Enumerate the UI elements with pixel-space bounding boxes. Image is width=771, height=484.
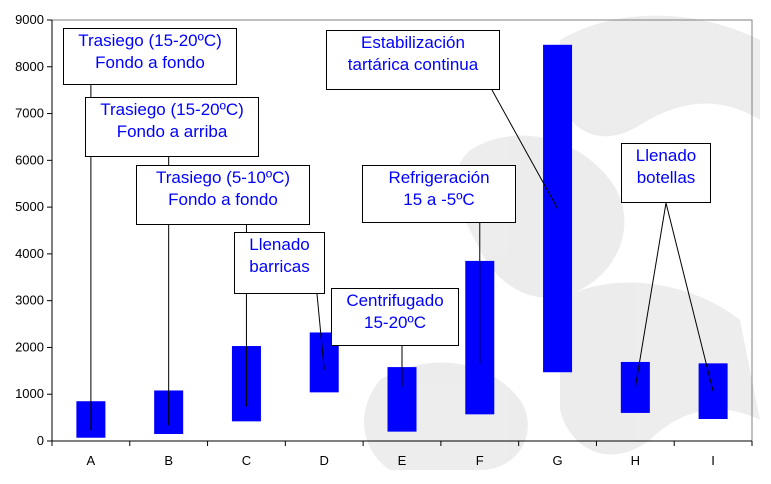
annotation-text-line: Fondo a fondo — [168, 190, 278, 209]
annotation-box: Trasiego (15-20ºC) Fondo a arriba — [85, 97, 259, 157]
annotation-box: Estabilización tartárica continua — [326, 30, 500, 90]
annotation-text-line: tartárica continua — [347, 55, 479, 74]
annotation-text-line: barricas — [249, 257, 310, 276]
annotation-text-line: Llenado — [635, 146, 697, 165]
annotation-text-line: Fondo a fondo — [95, 53, 205, 72]
annotation-text-line: 15-20ºC — [364, 313, 426, 332]
annotation-box: Centrifugado 15-20ºC — [331, 288, 459, 346]
annotation-box: Llenado barricas — [234, 232, 325, 294]
annotation-box: Refrigeración 15 a -5ºC — [362, 165, 516, 223]
x-tick-label: H — [631, 453, 640, 468]
y-tick-label: 6000 — [15, 152, 44, 167]
annotation-leader-line — [491, 89, 558, 209]
y-tick-label: 5000 — [15, 199, 44, 214]
x-tick-label: F — [476, 453, 484, 468]
y-tick-label: 8000 — [15, 59, 44, 74]
y-tick-label: 2000 — [15, 339, 44, 354]
x-tick-label: C — [242, 453, 251, 468]
annotation-text-line: Trasiego (15-20ºC) — [78, 31, 222, 50]
x-tick-label: I — [711, 453, 715, 468]
x-tick-label: D — [320, 453, 329, 468]
annotation-leader-line — [316, 293, 325, 370]
x-tick-label: E — [398, 453, 407, 468]
annotation-box: Trasiego (5-10ºC) Fondo a fondo — [136, 165, 310, 225]
annotation-text-line: Fondo a arriba — [116, 122, 228, 141]
x-tick-label: G — [552, 453, 562, 468]
annotation-text-line: 15 a -5ºC — [403, 190, 475, 209]
annotation-text-line: Llenado — [249, 235, 310, 254]
y-tick-label: 7000 — [15, 106, 44, 121]
annotation-text-line: Estabilización — [361, 33, 465, 52]
annotation-leader-line — [665, 202, 714, 392]
annotation-text-line: Centrifugado — [346, 291, 444, 310]
y-tick-label: 3000 — [15, 293, 44, 308]
y-tick-label: 9000 — [15, 12, 44, 27]
annotation-text-line: botellas — [636, 168, 696, 187]
x-tick-label: A — [87, 453, 96, 468]
annotation-text-line: Trasiego (15-20ºC) — [100, 100, 244, 119]
y-tick-label: 4000 — [15, 246, 44, 261]
y-tick-label: 1000 — [15, 386, 44, 401]
annotation-text-line: Refrigeración — [388, 168, 490, 187]
plot-axes: 0 1000 2000 3000 4000 5000 6000 7000 8000 9000 A B C… — [15, 12, 753, 468]
y-tick-label: 0 — [37, 433, 44, 448]
x-tick-label: B — [164, 453, 173, 468]
annotation-box: Llenado botellas — [621, 143, 711, 203]
annotation-box: Trasiego (15-20ºC) Fondo a fondo — [63, 28, 237, 85]
annotation-leader-line — [634, 202, 667, 388]
annotation-text-line: Trasiego (5-10ºC) — [155, 168, 291, 187]
